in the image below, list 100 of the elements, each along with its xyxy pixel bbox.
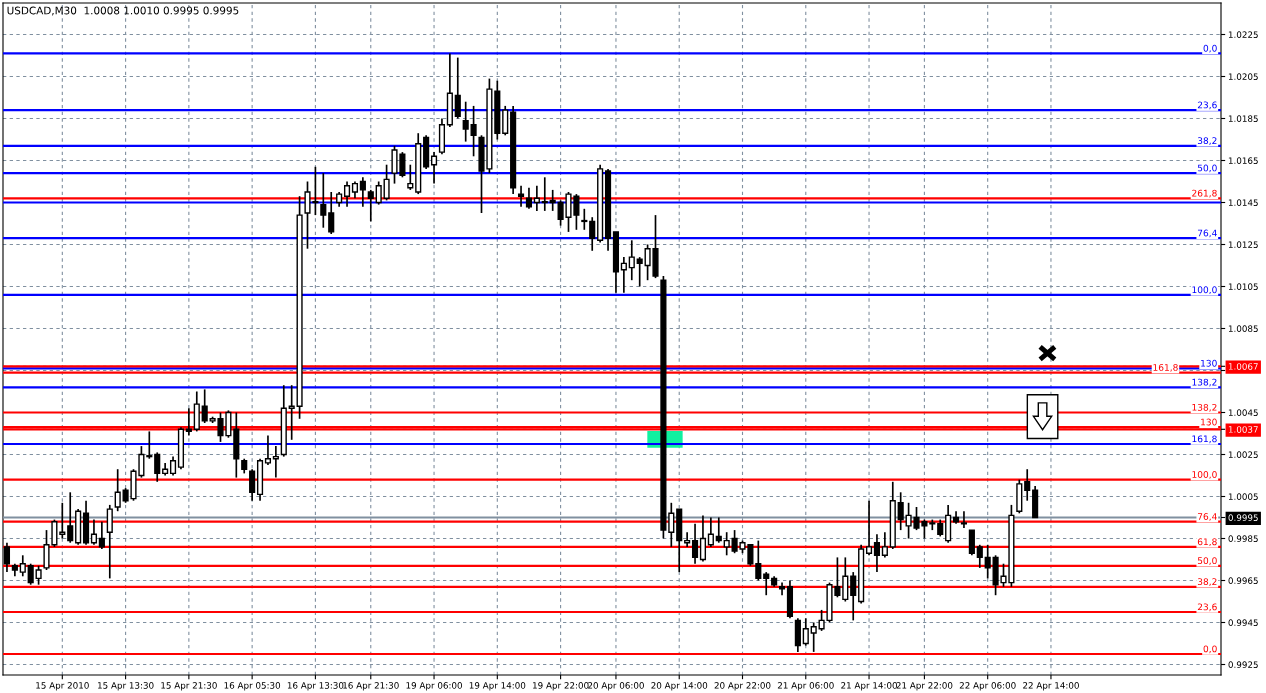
y-tick-label: 1.0105 [1228, 283, 1258, 290]
candlestick [968, 529, 975, 557]
x-tick-label: 19 Apr 22:00 [533, 682, 589, 691]
y-tick-label: 1.0005 [1228, 493, 1258, 500]
candlestick [462, 100, 469, 143]
candlestick [272, 445, 279, 479]
y-tick-label: 1.0205 [1228, 73, 1258, 80]
candlestick [1024, 468, 1031, 502]
candlestick [723, 531, 730, 557]
y-tick-label: 1.0185 [1228, 115, 1258, 122]
x-tick-label: 15 Apr 2010 [36, 682, 89, 691]
y-tick-label: 0.9925 [1228, 661, 1258, 668]
candlestick [502, 105, 509, 137]
y-tick-label: 1.0145 [1228, 199, 1258, 206]
x-tick-label: 16 Apr 21:30 [343, 682, 399, 691]
candlestick [842, 556, 849, 603]
annotation: 130 [1201, 359, 1217, 367]
candlestick [850, 571, 857, 622]
candlestick [549, 189, 556, 212]
y-tick-label: 1.0165 [1228, 157, 1258, 164]
candlestick [881, 531, 888, 559]
candlestick [699, 514, 707, 563]
candlestick [802, 617, 809, 647]
candlestick [343, 180, 351, 208]
candlestick [715, 516, 722, 544]
candlestick [264, 434, 272, 466]
y-tick-label: 0.9965 [1228, 577, 1258, 584]
candlestick [154, 451, 161, 483]
candlestick [114, 468, 121, 513]
candlestick [407, 163, 414, 191]
annotation: 76,4 [1197, 229, 1217, 238]
candlestick [185, 407, 192, 437]
candlestick [865, 499, 873, 557]
candlestick [589, 216, 596, 252]
candlestick [328, 191, 335, 235]
candlestick [581, 207, 588, 231]
candlestick [517, 184, 525, 208]
candlestick [35, 564, 42, 586]
candlestick [454, 56, 461, 120]
candlestick [169, 455, 177, 477]
candlestick [541, 176, 548, 212]
candlestick [691, 522, 699, 565]
annotation: 100,0 [1192, 286, 1217, 295]
y-tick-label: 1.0085 [1228, 325, 1258, 332]
candlestick [763, 571, 770, 597]
y-tick-label: 1.0067 [1228, 363, 1258, 370]
y-tick-label: 1.0037 [1228, 426, 1258, 433]
annotation: 130 [1201, 418, 1217, 426]
candlestick [430, 151, 438, 185]
y-tick-label: 0.9995 [1228, 514, 1258, 521]
candlestick [984, 543, 991, 580]
x-tick-label: 21 Apr 22:00 [896, 682, 953, 691]
x-tick-label: 22 Apr 06:00 [959, 682, 1016, 691]
candlestick [873, 533, 881, 573]
x-tick-label: 21 Apr 06:00 [777, 682, 834, 691]
annotation: 61,8 [1197, 538, 1217, 547]
annotation: 23,6 [1197, 101, 1217, 110]
y-tick-label: 0.9985 [1228, 535, 1258, 542]
x-tick-label: 20 Apr 14:00 [651, 682, 708, 691]
y-tick-label: 1.0225 [1228, 31, 1258, 38]
candlestick [976, 543, 983, 569]
x-tick-label: 20 Apr 22:00 [714, 682, 771, 691]
candlestick [375, 180, 382, 206]
candlestick [810, 621, 817, 653]
candlestick [960, 510, 968, 529]
y-tick-label: 1.0025 [1228, 451, 1258, 458]
annotation: 23,6 [1197, 603, 1217, 612]
y-tick-label: 1.0045 [1228, 409, 1258, 416]
candlestick [27, 562, 34, 586]
x-tick-label: 19 Apr 06:00 [406, 682, 462, 691]
x-tick-label: 16 Apr 05:30 [224, 682, 281, 691]
annotation: 261,8 [1192, 189, 1217, 198]
candlestick [67, 491, 74, 544]
candlestick [755, 539, 762, 582]
candlestick [533, 184, 540, 212]
x-tick-label: 15 Apr 21:30 [161, 682, 217, 691]
candlestick [707, 516, 714, 548]
candlestick [525, 186, 533, 210]
candlestick [59, 501, 66, 540]
candlestick [684, 531, 691, 548]
annotation: 0,0 [1203, 645, 1217, 654]
candlestick [897, 491, 904, 531]
candlestick [359, 176, 366, 208]
annotation: 138,2 [1192, 403, 1217, 412]
candlestick [249, 468, 256, 502]
candlestick [367, 189, 374, 223]
candlestick [383, 163, 390, 202]
candlestick [19, 554, 26, 578]
annotation: 76,4 [1197, 513, 1217, 521]
x-tick-label: 21 Apr 14:00 [841, 682, 897, 691]
candlestick [668, 501, 675, 548]
x-tick-label: 16 Apr 13:30 [287, 682, 344, 691]
annotation: 38,2 [1197, 578, 1217, 586]
annotation: 50,0 [1197, 164, 1217, 173]
x-tick-label: 22 Apr 14:00 [1023, 682, 1079, 691]
candlestick [106, 504, 113, 580]
annotation: 38,2 [1197, 137, 1217, 145]
candlestick [929, 518, 936, 531]
candlestick [470, 105, 477, 158]
annotation: 50,0 [1197, 557, 1217, 565]
